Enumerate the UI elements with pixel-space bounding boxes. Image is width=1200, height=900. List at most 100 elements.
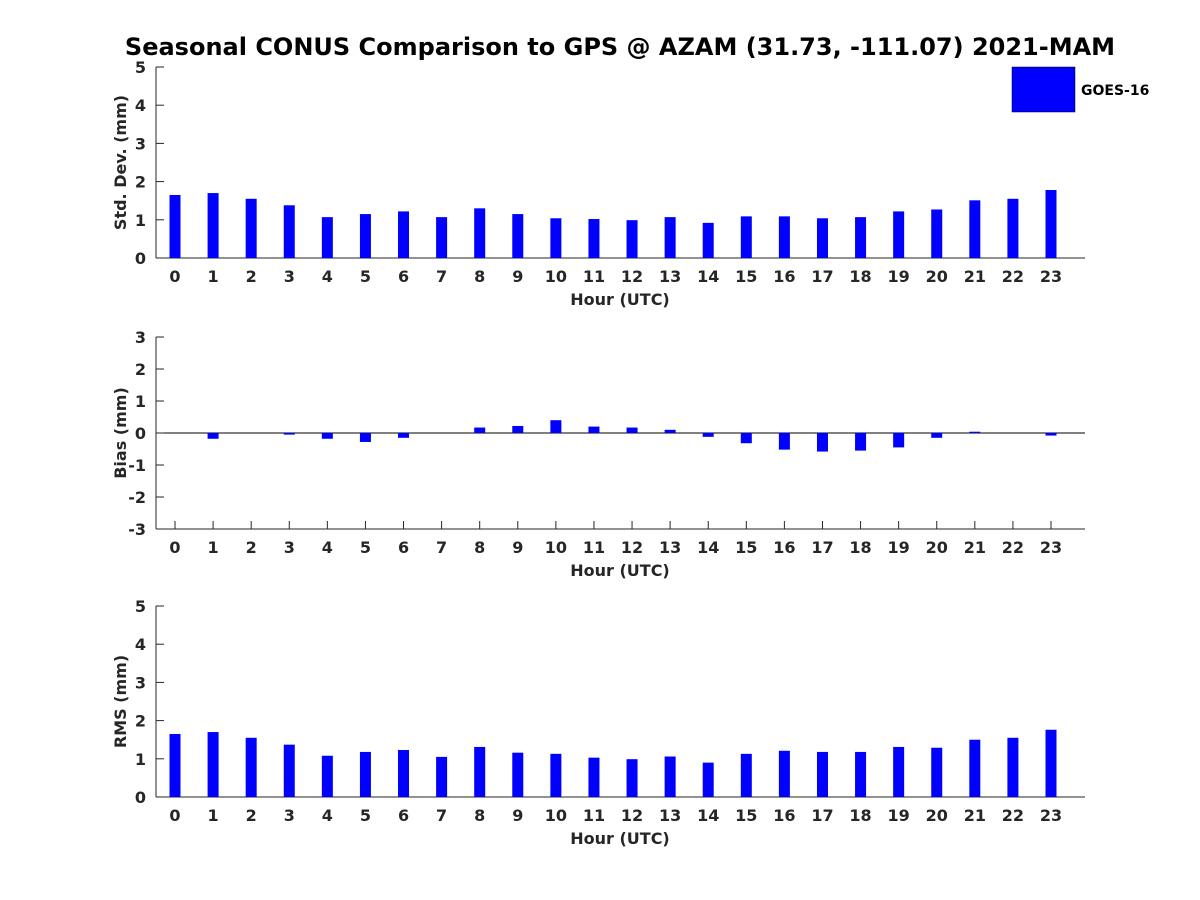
x-tick-label: 17 [811,806,833,825]
y-axis-label: Bias (mm) [111,387,130,479]
bar-std-21 [969,200,981,258]
bar-bias-19 [893,433,905,448]
x-tick-label: 23 [1040,806,1062,825]
x-tick-label: 12 [621,267,643,286]
x-tick-label: 18 [849,806,871,825]
x-tick-label: 11 [583,806,605,825]
x-axis-label: Hour (UTC) [570,561,670,580]
bar-rms-20 [931,747,943,797]
x-tick-label: 23 [1040,267,1062,286]
bar-std-6 [398,211,410,258]
bar-rms-15 [740,753,752,797]
bar-bias-15 [740,433,752,444]
legend-label: GOES-16 [1081,83,1149,99]
y-tick-label: 5 [135,597,146,616]
x-tick-label: 9 [512,806,523,825]
x-tick-label: 22 [1002,806,1024,825]
x-tick-label: 12 [621,538,643,557]
y-tick-label: 1 [135,211,146,230]
bar-std-14 [702,222,714,258]
x-tick-label: 3 [284,806,295,825]
x-tick-label: 0 [169,806,180,825]
x-tick-label: 5 [360,806,371,825]
bar-rms-0 [169,733,181,797]
x-tick-label: 14 [697,267,719,286]
x-tick-label: 7 [436,538,447,557]
x-tick-label: 6 [398,538,409,557]
x-tick-label: 15 [735,806,757,825]
x-tick-label: 10 [545,806,567,825]
x-tick-label: 11 [583,538,605,557]
x-tick-label: 18 [849,538,871,557]
x-tick-label: 13 [659,538,681,557]
bar-bias-8 [474,427,486,433]
bar-rms-1 [207,732,219,797]
bar-std-9 [512,214,524,258]
bar-rms-2 [245,737,257,797]
x-tick-label: 9 [512,538,523,557]
bar-rms-22 [1007,737,1019,797]
x-tick-label: 4 [322,806,333,825]
bar-std-4 [321,217,333,258]
bar-bias-3 [283,433,295,435]
y-tick-label: 1 [135,750,146,769]
y-tick-label: 2 [135,360,146,379]
bar-std-0 [169,194,181,258]
bar-rms-9 [512,752,524,797]
bar-std-7 [436,217,448,258]
bar-std-13 [664,217,676,258]
bar-bias-21 [969,431,981,433]
x-tick-label: 9 [512,267,523,286]
bar-rms-17 [816,751,828,797]
bar-rms-3 [283,744,295,797]
bar-bias-13 [664,429,676,433]
bar-rms-12 [626,759,638,797]
bar-bias-9 [512,425,524,433]
bar-rms-7 [436,756,448,797]
y-tick-label: 4 [135,96,146,115]
bar-rms-13 [664,756,676,797]
bar-std-3 [283,205,295,258]
x-tick-label: 16 [773,267,795,286]
x-axis-label: Hour (UTC) [570,829,670,848]
x-tick-label: 19 [888,267,910,286]
bar-bias-20 [931,433,943,438]
x-tick-label: 1 [208,267,219,286]
x-tick-label: 15 [735,267,757,286]
x-tick-label: 19 [888,806,910,825]
bar-bias-23 [1045,433,1057,436]
x-tick-label: 22 [1002,267,1024,286]
x-tick-label: 3 [284,267,295,286]
y-tick-label: -2 [128,488,146,507]
bar-rms-23 [1045,729,1057,797]
bar-std-2 [245,198,257,258]
x-tick-label: 22 [1002,538,1024,557]
bar-std-22 [1007,198,1019,258]
bar-rms-21 [969,739,981,797]
x-tick-label: 21 [964,538,986,557]
y-tick-label: 3 [135,673,146,692]
bar-bias-10 [550,420,562,433]
x-tick-label: 4 [322,267,333,286]
y-tick-label: 5 [135,58,146,77]
bar-bias-5 [359,433,371,442]
bar-rms-10 [550,753,562,797]
bar-rms-5 [359,751,371,797]
x-tick-label: 8 [474,538,485,557]
bar-rms-4 [321,755,333,797]
x-tick-label: 17 [811,267,833,286]
x-tick-label: 5 [360,267,371,286]
chart-title: Seasonal CONUS Comparison to GPS @ AZAM … [125,33,1115,61]
y-tick-label: 2 [135,712,146,731]
bar-bias-17 [816,433,828,452]
bar-rms-11 [588,757,600,797]
x-tick-label: 21 [964,267,986,286]
y-tick-label: -3 [128,520,146,539]
x-tick-label: 18 [849,267,871,286]
x-tick-label: 20 [926,806,948,825]
x-tick-label: 12 [621,806,643,825]
x-tick-label: 16 [773,806,795,825]
